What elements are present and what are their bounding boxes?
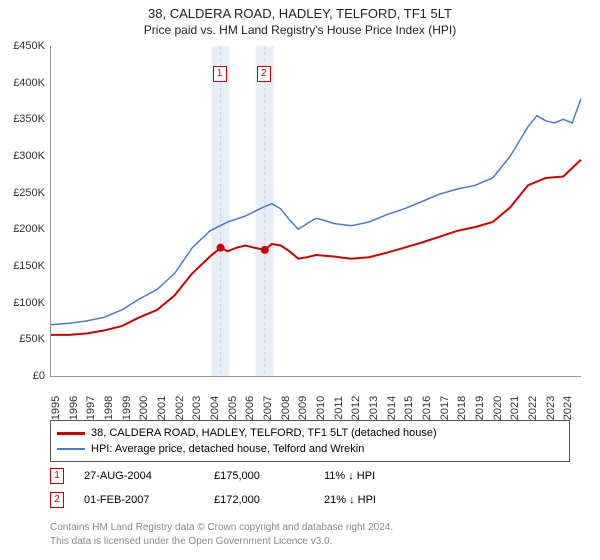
y-tick-label: £50K <box>0 333 45 345</box>
sale-row: 2 01-FEB-2007 £172,000 21% ↓ HPI <box>50 492 580 508</box>
x-tick-label: 2003 <box>191 396 203 420</box>
y-tick-label: £300K <box>0 150 45 162</box>
x-tick-label: 2013 <box>368 396 380 420</box>
plot-svg <box>51 46 581 376</box>
chart-title: 38, CALDERA ROAD, HADLEY, TELFORD, TF1 5… <box>0 0 600 21</box>
x-tick-label: 2000 <box>138 396 150 420</box>
y-tick-label: £350K <box>0 113 45 125</box>
x-tick-label: 2024 <box>562 396 574 420</box>
x-tick-label: 2011 <box>333 396 345 420</box>
x-tick-label: 2006 <box>244 396 256 420</box>
y-tick-label: £150K <box>0 260 45 272</box>
sale-delta: 21% ↓ HPI <box>324 494 376 506</box>
x-tick-label: 2008 <box>280 396 292 420</box>
sale-price: £175,000 <box>214 470 324 482</box>
y-tick-label: £450K <box>0 40 45 52</box>
sale-marker-box: 2 <box>50 492 64 508</box>
x-tick-label: 2019 <box>474 396 486 420</box>
x-tick-label: 2004 <box>209 396 221 420</box>
sale-delta: 11% ↓ HPI <box>324 470 375 482</box>
sale-marker-icon: 2 <box>257 66 271 82</box>
x-tick-label: 2014 <box>386 396 398 420</box>
legend-swatch <box>57 448 85 450</box>
footer-line: This data is licensed under the Open Gov… <box>50 536 332 547</box>
legend-item: HPI: Average price, detached house, Telf… <box>57 441 563 457</box>
legend-swatch <box>57 432 85 435</box>
x-tick-label: 2023 <box>545 396 557 420</box>
x-tick-label: 2022 <box>527 396 539 420</box>
sale-row: 1 27-AUG-2004 £175,000 11% ↓ HPI <box>50 468 580 484</box>
x-tick-label: 1998 <box>103 396 115 420</box>
chart-subtitle: Price paid vs. HM Land Registry's House … <box>0 21 600 37</box>
y-tick-label: £400K <box>0 77 45 89</box>
legend-item: 38, CALDERA ROAD, HADLEY, TELFORD, TF1 5… <box>57 425 563 441</box>
x-tick-label: 2001 <box>156 396 168 420</box>
sale-marker-icon: 1 <box>213 66 227 82</box>
y-tick-label: £100K <box>0 297 45 309</box>
x-tick-label: 1999 <box>121 396 133 420</box>
plot-area <box>50 46 581 377</box>
y-tick-label: £0 <box>0 370 45 382</box>
x-tick-label: 2002 <box>174 396 186 420</box>
x-tick-label: 2017 <box>439 396 451 420</box>
sale-marker-box: 1 <box>50 468 64 484</box>
x-tick-label: 2018 <box>456 396 468 420</box>
x-tick-label: 2016 <box>421 396 433 420</box>
x-tick-label: 1996 <box>68 396 80 420</box>
y-tick-label: £250K <box>0 187 45 199</box>
x-tick-label: 2009 <box>297 396 309 420</box>
chart-container: 38, CALDERA ROAD, HADLEY, TELFORD, TF1 5… <box>0 0 600 560</box>
x-tick-label: 2021 <box>509 396 521 420</box>
x-tick-label: 2010 <box>315 396 327 420</box>
x-tick-label: 2007 <box>262 396 274 420</box>
footer-line: Contains HM Land Registry data © Crown c… <box>50 522 393 533</box>
y-tick-label: £200K <box>0 223 45 235</box>
sale-date: 01-FEB-2007 <box>84 494 214 506</box>
x-tick-label: 2005 <box>227 396 239 420</box>
x-tick-label: 2012 <box>350 396 362 420</box>
legend-label: HPI: Average price, detached house, Telf… <box>91 443 364 455</box>
legend: 38, CALDERA ROAD, HADLEY, TELFORD, TF1 5… <box>50 420 570 462</box>
x-tick-label: 2020 <box>492 396 504 420</box>
sale-price: £172,000 <box>214 494 324 506</box>
x-tick-label: 2015 <box>403 396 415 420</box>
legend-label: 38, CALDERA ROAD, HADLEY, TELFORD, TF1 5… <box>91 427 437 439</box>
sale-date: 27-AUG-2004 <box>84 470 214 482</box>
x-tick-label: 1997 <box>85 396 97 420</box>
x-tick-label: 1995 <box>50 396 62 420</box>
